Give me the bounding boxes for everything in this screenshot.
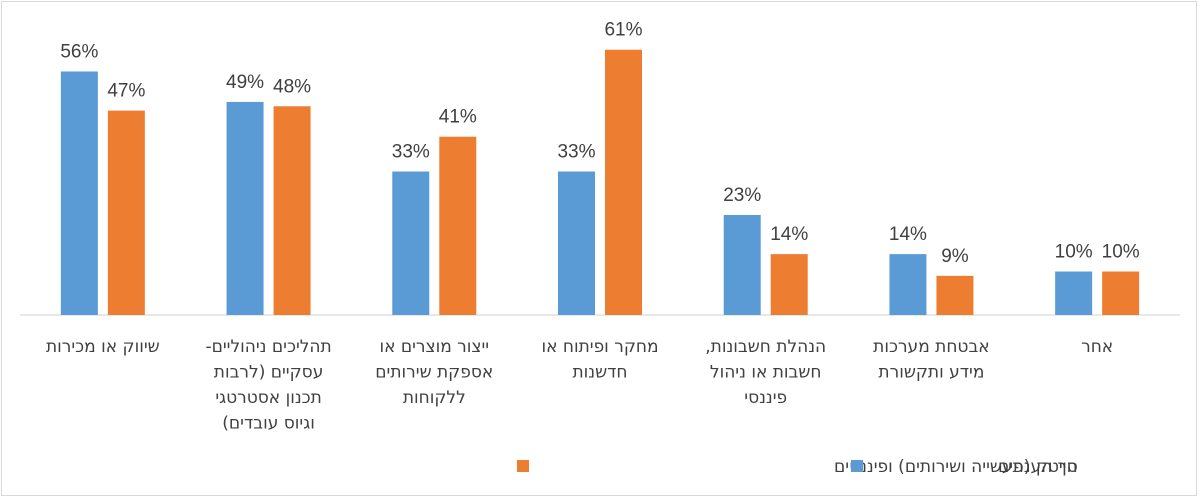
category-labels-group: שיווק או מכירות תהליכים ניהוליים- עסקיים (… [46, 337, 1113, 434]
category-label-5-line-3: פיננסי [744, 388, 787, 408]
category-label-3-line-2: אספקת שירותים [375, 363, 493, 383]
legend-label-series2: הייטק (תעשייה ושירותים) ופיננסים [834, 457, 1078, 477]
category-label-2-line-2: עסקיים (לרבות [214, 363, 324, 383]
category-label-3-line-3: ללקוחות [403, 388, 466, 408]
bar-series1-cat5 [723, 214, 761, 315]
data-label-series1-cat5: 23% [723, 185, 761, 206]
category-label-4-line-2: חדשנות [572, 363, 627, 383]
data-label-series1-cat7: 10% [1055, 242, 1093, 263]
category-label-5-line-1: הנהלת חשבונות, [705, 337, 826, 357]
bar-series2-cat1 [107, 110, 145, 315]
bar-series2-cat2 [273, 106, 311, 315]
category-label-3-line-1: ייצור מוצרים או [379, 337, 489, 357]
category-label-2-line-1: תהליכים ניהוליים- [205, 337, 331, 357]
data-label-series1-cat4: 33% [557, 142, 595, 163]
data-label-series1-cat2: 49% [226, 72, 264, 93]
data-label-series2-cat5: 14% [770, 224, 808, 245]
bar-series2-cat4 [605, 49, 642, 315]
bar-series2-cat5 [770, 254, 808, 315]
data-label-series2-cat4: 61% [604, 20, 642, 41]
category-label-2-line-4: וגיוס עובדים) [222, 414, 315, 434]
data-label-series2-cat2: 48% [273, 76, 311, 97]
data-label-series1-cat6: 14% [889, 224, 927, 245]
category-label-4-line-1: מחקר ופיתוח או [541, 337, 658, 357]
category-label-5-line-2: חשבות או ניהול [710, 363, 822, 383]
category-label-1-line-1: שיווק או מכירות [46, 337, 160, 357]
data-label-series2-cat7: 10% [1102, 242, 1140, 263]
bar-series1-cat3 [392, 171, 430, 315]
data-label-series2-cat1: 47% [107, 81, 145, 102]
bar-series1-cat4 [558, 171, 595, 315]
category-label-7-line-1: אחר [1081, 337, 1113, 357]
bar-series1-cat1 [60, 71, 98, 315]
data-label-series1-cat1: 56% [60, 41, 98, 62]
bar-series2-cat7 [1102, 271, 1140, 315]
data-label-series2-cat3: 41% [439, 107, 477, 128]
bar-series1-cat6 [889, 254, 927, 315]
category-label-6-line-2: מידע ותקשורת [878, 363, 984, 383]
category-label-6-line-1: אבטחת מערכות [873, 337, 989, 357]
bar-series1-cat2 [226, 101, 264, 315]
legend-marker-series2 [517, 460, 529, 472]
bars-group [60, 49, 1140, 315]
category-label-2-line-3: תכנון אסטרטגי [215, 388, 321, 408]
legend-label-series1: סך הענפים [998, 457, 1078, 477]
data-label-series2-cat6: 9% [941, 246, 969, 267]
legend-marker-series1 [851, 460, 863, 472]
bar-series1-cat7 [1055, 271, 1093, 315]
bar-series2-cat6 [936, 275, 974, 315]
data-labels-group: 56% 47% 49% 48% 33% 41% 33% 61% 23% 14% 14% 9% 10% 10… [60, 20, 1139, 267]
bar-series2-cat3 [439, 136, 477, 315]
data-label-series1-cat3: 33% [392, 142, 430, 163]
